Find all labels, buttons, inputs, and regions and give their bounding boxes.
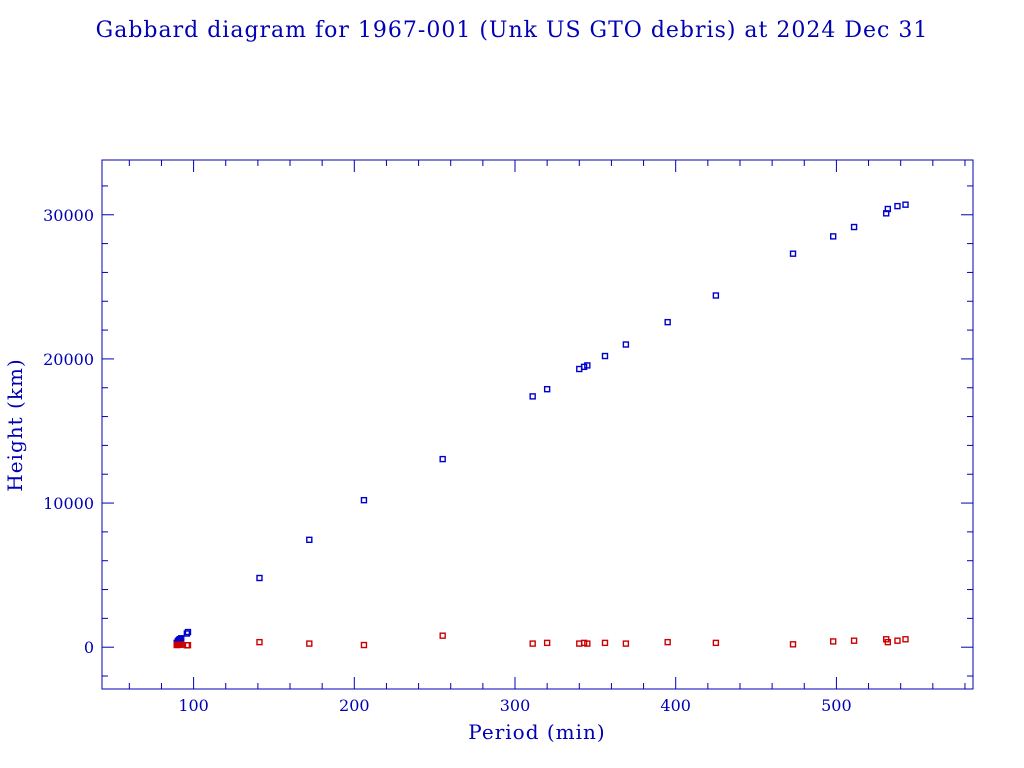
perigee-point bbox=[850, 637, 858, 644]
perigee-point bbox=[184, 641, 192, 649]
plot-frame bbox=[101, 159, 974, 690]
x-tick-label: 100 bbox=[178, 696, 209, 715]
apogee-point bbox=[884, 205, 892, 213]
apogee-point bbox=[178, 635, 185, 642]
axis-tick-labels: 100 200 300 400 500 0 10000 20000 30000 bbox=[43, 206, 852, 715]
apogee-point bbox=[584, 362, 591, 369]
perigee-point bbox=[439, 632, 446, 639]
data-points bbox=[173, 201, 909, 649]
apogee-point bbox=[902, 201, 909, 208]
apogee-point bbox=[601, 352, 609, 360]
apogee-point bbox=[622, 341, 630, 348]
axis-ticks bbox=[102, 160, 973, 689]
perigee-point bbox=[622, 640, 630, 647]
x-tick-label: 400 bbox=[660, 696, 691, 715]
perigee-point bbox=[256, 638, 263, 646]
apogee-point bbox=[184, 628, 192, 636]
apogee-point bbox=[712, 292, 720, 299]
y-tick-label: 10000 bbox=[43, 494, 94, 513]
perigee-point bbox=[829, 638, 837, 645]
x-tick-label: 500 bbox=[821, 696, 852, 715]
perigee-point bbox=[789, 641, 797, 648]
apogee-point bbox=[543, 385, 551, 393]
apogee-point bbox=[850, 223, 858, 231]
perigee-point bbox=[712, 639, 720, 647]
x-tick-label: 300 bbox=[500, 696, 531, 715]
chart-title: Gabbard diagram for 1967-001 (Unk US GTO… bbox=[96, 18, 929, 43]
x-axis-label: Period (min) bbox=[468, 720, 605, 744]
y-axis-label: Height (km) bbox=[3, 358, 27, 491]
apogee-point bbox=[439, 455, 446, 463]
apogee-point bbox=[360, 496, 368, 504]
apogee-point bbox=[789, 250, 797, 257]
perigee-point bbox=[601, 639, 609, 647]
x-tick-label: 200 bbox=[339, 696, 370, 715]
perigee-point bbox=[884, 638, 892, 646]
perigee-point bbox=[543, 639, 551, 647]
apogee-point bbox=[829, 233, 837, 240]
perigee-point bbox=[306, 640, 313, 647]
apogee-point bbox=[894, 202, 901, 210]
apogee-point bbox=[306, 536, 313, 544]
apogee-point bbox=[183, 630, 191, 637]
perigee-point bbox=[664, 638, 671, 646]
perigee-point bbox=[529, 640, 536, 647]
apogee-point bbox=[664, 318, 671, 326]
perigee-point bbox=[902, 636, 909, 643]
y-tick-label: 30000 bbox=[43, 206, 94, 225]
perigee-point bbox=[894, 637, 901, 644]
y-tick-label: 0 bbox=[84, 638, 94, 657]
perigee-point bbox=[584, 640, 591, 647]
apogee-point bbox=[256, 574, 263, 582]
y-tick-label: 20000 bbox=[43, 350, 94, 369]
apogee-point bbox=[529, 393, 536, 400]
perigee-point bbox=[580, 639, 588, 647]
apogee-point bbox=[580, 363, 588, 371]
perigee-point bbox=[360, 641, 368, 649]
